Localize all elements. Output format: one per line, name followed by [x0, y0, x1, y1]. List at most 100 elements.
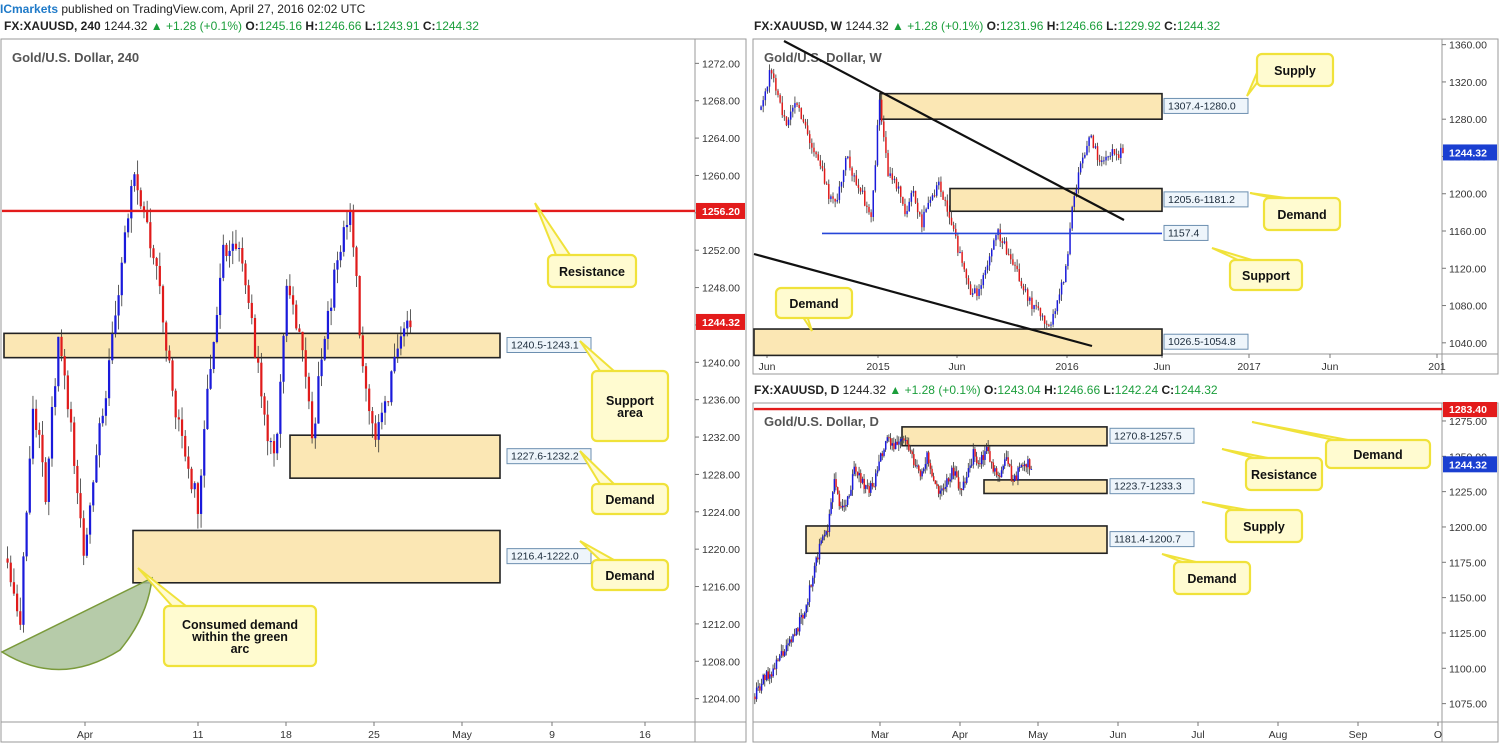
header-part: 1244.32 — [839, 383, 890, 397]
candle-body — [206, 388, 209, 430]
candle-body — [793, 634, 796, 636]
candle-body — [777, 90, 779, 96]
y-tick-label: 1240.00 — [702, 357, 740, 369]
zone-label: 1223.7-1233.3 — [1109, 478, 1195, 495]
candle-body — [937, 486, 940, 494]
candle-body — [807, 602, 809, 606]
candle-body — [803, 612, 806, 619]
chart-weekly[interactable]: 1360.001320.001280.001240.001200.001160.… — [752, 38, 1500, 376]
candle-body — [926, 452, 928, 465]
candle-body — [939, 490, 942, 494]
candle-body — [919, 470, 922, 477]
candle-body — [238, 248, 241, 250]
callout-box — [1255, 52, 1335, 88]
chart-4h[interactable]: 1272.001268.001264.001260.001256.001252.… — [0, 38, 748, 744]
candle-body — [339, 251, 342, 261]
candle-body — [1058, 294, 1061, 301]
candle-body — [142, 206, 146, 213]
candle-body — [982, 275, 985, 286]
candle-body — [861, 190, 864, 192]
header-part: +1.28 (+0.1%) — [901, 383, 984, 397]
candle-body — [859, 188, 862, 192]
candle-body — [980, 455, 983, 465]
candle-body — [770, 70, 773, 74]
candle-body — [760, 106, 762, 110]
candle-body — [871, 483, 874, 487]
candle-body — [1081, 157, 1084, 164]
candle-body — [858, 473, 860, 476]
candle-body — [1012, 259, 1014, 265]
x-tick-label: Jun — [759, 361, 776, 373]
candle-body — [152, 248, 155, 259]
candle-body — [866, 205, 868, 207]
header-part: ▲ — [892, 19, 904, 33]
candle-body — [988, 256, 991, 266]
candle-body — [822, 536, 824, 541]
candle-body — [759, 686, 761, 691]
candle-body — [767, 671, 769, 679]
candle-body — [849, 156, 851, 168]
candle-body — [180, 419, 184, 436]
zone-label-box — [506, 448, 592, 465]
chart-daily[interactable]: 1275.001250.001225.001200.001175.001150.… — [752, 402, 1500, 744]
zone-label: 1181.4-1200.7 — [1109, 531, 1195, 548]
candle-body — [967, 468, 970, 478]
candle-body — [361, 335, 364, 367]
y-tick-label: 1216.00 — [702, 582, 740, 594]
candle-body — [1000, 470, 1003, 478]
candle-body — [1054, 311, 1056, 314]
annotation-callout: Supply — [1246, 52, 1335, 97]
candle-body — [796, 103, 798, 105]
candle-body — [984, 451, 986, 460]
candle-body — [921, 214, 923, 228]
publish-info: published on TradingView.com, April 27, … — [61, 2, 366, 16]
callout-text: Support — [606, 394, 655, 408]
candle-body — [295, 304, 298, 329]
callout-pointer — [1221, 448, 1269, 459]
candle-body — [932, 476, 935, 481]
panel-daily-header: FX:XAUUSD, D 1244.32 ▲ +1.28 (+0.1%) O:1… — [754, 382, 1218, 398]
consumed-demand-arc — [0, 576, 153, 671]
callout-box — [774, 286, 854, 320]
candle-body — [787, 643, 789, 646]
x-tick-label: Jun — [949, 361, 966, 373]
trend-line — [753, 252, 1093, 348]
candle-body — [310, 401, 314, 439]
callout-box — [1224, 508, 1304, 544]
candle-body — [818, 543, 821, 560]
candle-body — [1084, 154, 1086, 158]
candle-body — [120, 262, 123, 296]
candle-body — [847, 156, 849, 158]
candle-body — [868, 206, 870, 213]
candle-body — [840, 182, 843, 187]
x-tick-label: Jun — [1322, 361, 1339, 373]
candle-body — [856, 471, 859, 476]
zone-label-box — [1109, 531, 1195, 548]
candle-body — [765, 671, 768, 681]
header-part: ▲ — [889, 383, 902, 397]
candle-body — [908, 201, 910, 212]
candle-body — [326, 310, 330, 339]
candle-body — [88, 505, 92, 535]
brand-link[interactable]: ICmarkets — [0, 2, 59, 16]
candles — [6, 160, 412, 633]
candle-body — [863, 478, 865, 489]
x-tick-label: 2016 — [1055, 361, 1079, 373]
candle-body — [282, 335, 285, 382]
x-tick-label: Jul — [1191, 729, 1204, 741]
candle-body — [1022, 286, 1025, 291]
candle-body — [288, 285, 291, 296]
zone-rect — [132, 529, 501, 584]
y-tick-label: 1225.00 — [1449, 487, 1487, 499]
candle-body — [848, 495, 851, 497]
candle-body — [225, 244, 228, 257]
candle-body — [984, 270, 987, 276]
y-tick-label: 1264.00 — [702, 133, 740, 145]
candle-body — [913, 454, 915, 466]
candle-body — [853, 466, 856, 475]
candle-body — [12, 582, 16, 594]
callout-pointer — [1211, 247, 1253, 261]
candle-body — [253, 318, 257, 358]
y-tick-label: 1252.00 — [702, 245, 740, 257]
candle-body — [846, 496, 849, 505]
